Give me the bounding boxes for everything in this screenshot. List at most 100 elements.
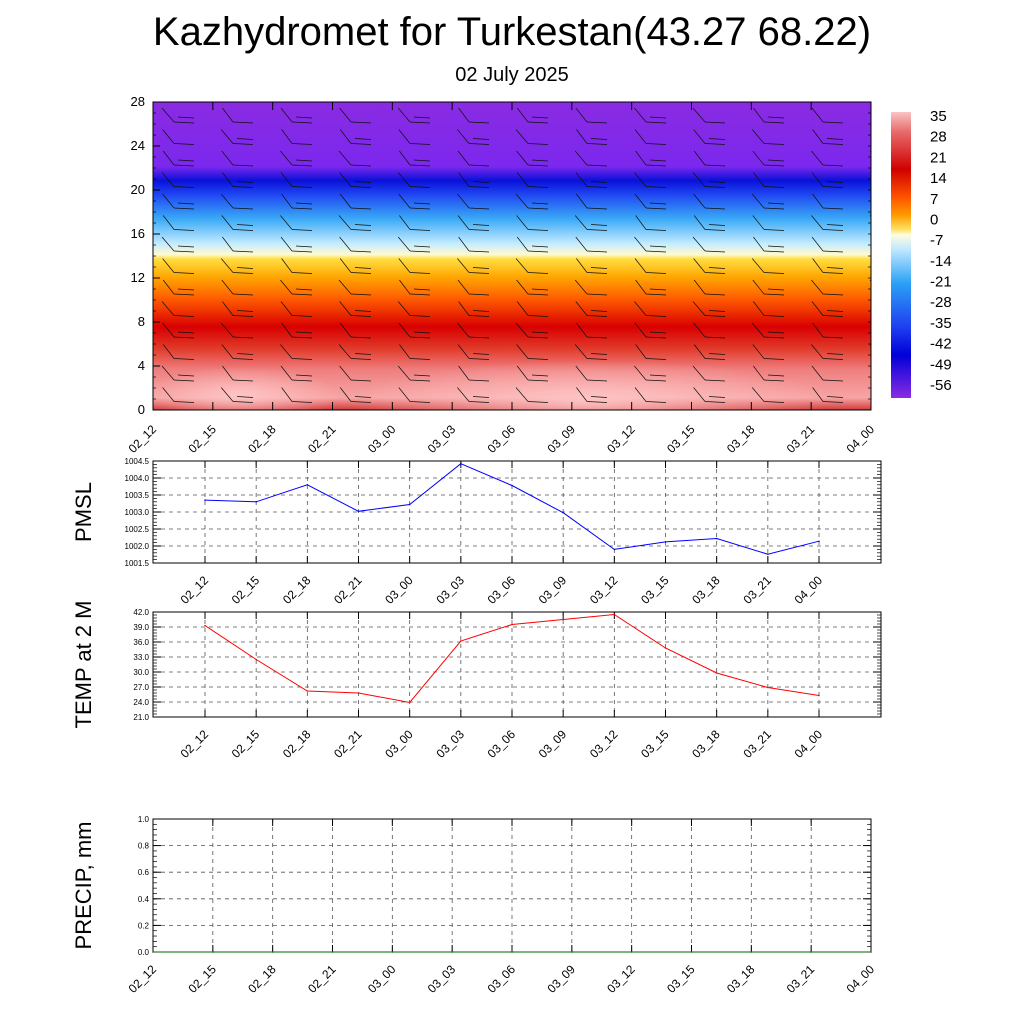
wind-barb-flag xyxy=(409,207,431,210)
wind-barb-staff xyxy=(811,344,824,359)
wind-barb-flag xyxy=(649,159,667,162)
wind-barb-staff xyxy=(576,193,588,209)
wind-barb-flag xyxy=(291,143,313,145)
wind-barb-staff xyxy=(634,387,647,402)
wind-barb-flag xyxy=(645,143,667,145)
wind-barb-flag xyxy=(232,293,254,296)
wind-barb-flag xyxy=(354,267,372,269)
data-point xyxy=(511,951,513,953)
wind-barb-flag xyxy=(527,164,549,167)
wind-barb-staff xyxy=(634,129,647,144)
profile-y-tick-label: 20 xyxy=(131,182,145,197)
wind-barb-staff xyxy=(397,236,411,252)
data-point xyxy=(204,624,206,627)
x-tick-label: 03_12 xyxy=(587,727,621,761)
wind-barb-staff xyxy=(516,107,529,123)
y-axis-label: PMSL xyxy=(71,482,96,542)
wind-barb-flag xyxy=(173,272,195,274)
warm-surface-zone-2 xyxy=(153,367,340,410)
wind-barb-flag xyxy=(232,143,254,145)
wind-barb-flag xyxy=(586,186,608,188)
wind-barb-flag xyxy=(527,315,549,317)
wind-barb-staff xyxy=(222,301,234,316)
wind-barb-flag xyxy=(822,315,844,317)
wind-barb-flag xyxy=(763,401,785,403)
wind-barb-staff xyxy=(220,322,234,338)
wind-barb-flag xyxy=(350,272,372,274)
wind-barb-flag xyxy=(468,229,490,231)
wind-barb-staff xyxy=(457,193,470,209)
wind-barb-flag xyxy=(354,310,372,312)
wind-barb-flag xyxy=(645,379,667,382)
y-tick-label: 33.0 xyxy=(133,653,149,662)
wind-barb-staff xyxy=(516,365,529,381)
wind-barb-flag xyxy=(527,143,549,145)
wind-barb-flag xyxy=(645,164,667,167)
wind-barb-flag xyxy=(590,181,608,183)
wind-barb-staff xyxy=(693,150,706,166)
x-tick-label: 03_00 xyxy=(365,962,399,996)
wind-barb-flag xyxy=(822,336,844,339)
wind-barb-flag xyxy=(173,401,195,403)
wind-barb-flag xyxy=(822,358,844,360)
data-point xyxy=(331,951,334,953)
wind-barb-flag xyxy=(763,250,785,253)
wind-barb-flag xyxy=(645,401,667,403)
wind-barb-staff xyxy=(220,387,234,402)
wind-barb-flag xyxy=(527,121,549,124)
wind-barb-flag xyxy=(173,293,195,296)
wind-barb-flag xyxy=(232,272,254,274)
wind-barb-flag xyxy=(763,336,785,339)
wind-barb-flag xyxy=(527,272,549,274)
wind-barb-staff xyxy=(398,193,411,209)
wind-barb-staff xyxy=(220,129,234,144)
wind-barb-flag xyxy=(531,116,549,119)
wind-barb-staff xyxy=(693,387,706,402)
wind-barb-flag xyxy=(409,315,431,317)
wind-barb-flag xyxy=(590,138,608,140)
data-point xyxy=(511,623,513,626)
wind-barb-staff xyxy=(399,215,411,230)
colorbar-label: -21 xyxy=(930,274,952,291)
wind-barb-staff xyxy=(752,215,765,230)
wind-barb-staff xyxy=(751,193,765,209)
wind-barb-flag xyxy=(291,207,313,210)
wind-barb-flag xyxy=(413,245,431,248)
wind-barb-flag xyxy=(586,164,608,167)
wind-barb-flag xyxy=(767,202,785,205)
data-point xyxy=(571,951,573,953)
wind-barb-flag xyxy=(232,401,254,403)
wind-barb-flag xyxy=(409,229,431,231)
wind-barb-staff xyxy=(575,107,588,123)
colorbar-label: -28 xyxy=(930,294,952,311)
series-line xyxy=(204,613,820,704)
wind-barb-staff xyxy=(693,344,706,359)
plot-frame xyxy=(152,460,882,564)
data-point xyxy=(255,501,257,503)
wind-barb-flag xyxy=(704,250,726,253)
data-point xyxy=(630,951,633,953)
wind-barb-staff xyxy=(280,215,293,230)
x-tick-label: 03_21 xyxy=(740,573,774,607)
wind-barb-flag xyxy=(468,164,490,167)
data-point xyxy=(664,647,667,649)
data-point xyxy=(306,484,309,486)
wind-barb-staff xyxy=(280,344,293,359)
wind-barb-staff xyxy=(161,236,175,252)
wind-barb-staff xyxy=(692,107,706,123)
colorbar-labels: 35 28 21 14 7 0 -7 -14 -21 -28 -35 -42 -49 -56 xyxy=(930,108,952,394)
wind-barb-flag xyxy=(826,138,844,140)
wind-barb-staff xyxy=(339,172,352,187)
wind-barb-staff xyxy=(634,322,647,338)
wind-barb-flag xyxy=(527,358,549,360)
wind-barb-staff xyxy=(222,365,234,381)
wind-barb-staff xyxy=(870,258,871,259)
wind-barb-staff xyxy=(869,279,871,282)
wind-barb-staff xyxy=(811,279,824,295)
wind-barb-flag xyxy=(586,250,608,253)
wind-barb-flag xyxy=(468,401,490,403)
wind-barb-flag xyxy=(767,288,785,291)
data-point xyxy=(562,511,564,514)
wind-barb-flag xyxy=(291,250,313,253)
